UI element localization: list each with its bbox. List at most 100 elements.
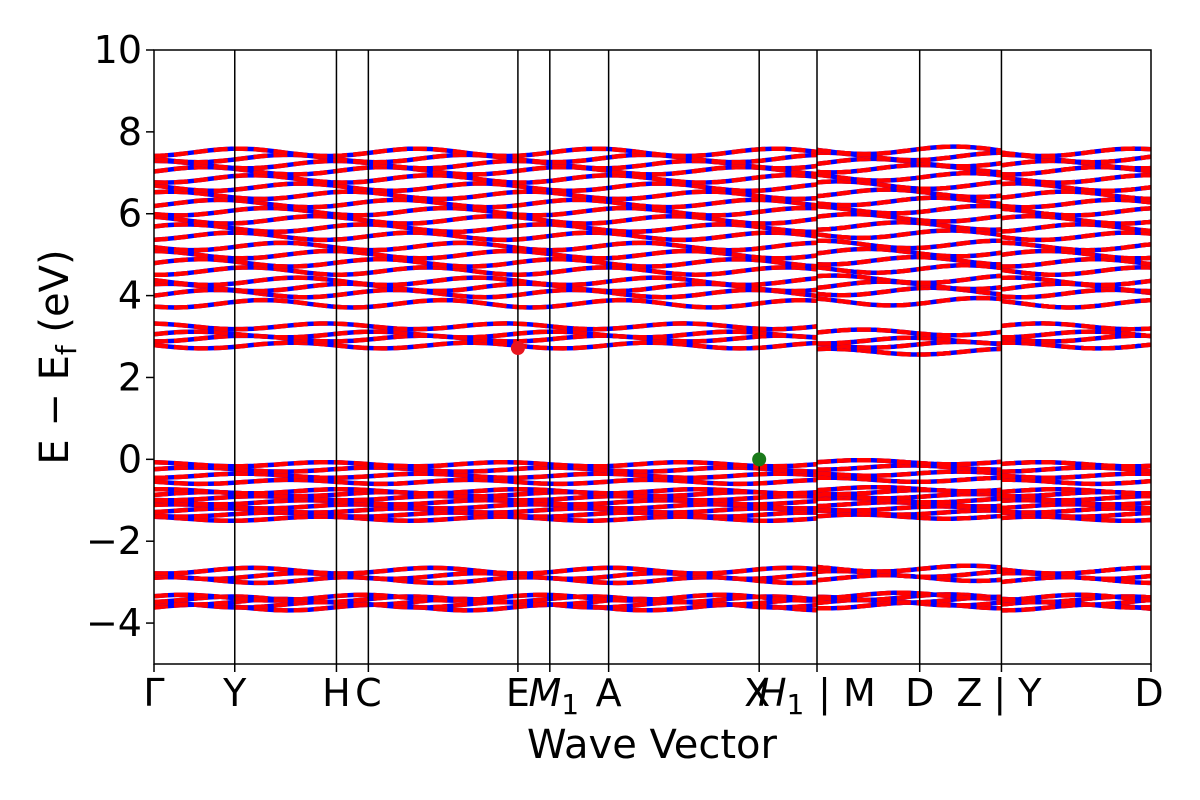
band-line-spin-down xyxy=(154,471,818,481)
plot-frame xyxy=(153,49,1152,665)
band-line-spin-down xyxy=(154,465,818,474)
band-line-spin-down xyxy=(154,459,818,469)
band-line-spin-down xyxy=(1001,471,1151,481)
band-line-spin-down xyxy=(816,327,1002,338)
y-tick-label: 10 xyxy=(94,28,142,72)
cbm-marker xyxy=(510,340,525,355)
band-line-spin-down xyxy=(154,248,818,261)
band-line-spin-down xyxy=(1001,514,1151,523)
band-line-spin-down xyxy=(816,563,1002,574)
vbm-marker xyxy=(752,452,767,467)
band-line-spin-down xyxy=(816,295,1002,308)
band-line-spin-down xyxy=(1001,281,1151,294)
band-line-spin-down xyxy=(816,211,1002,224)
x-axis-title: Wave Vector xyxy=(527,722,778,768)
band-line-spin-down xyxy=(154,146,818,159)
band-line-spin-down xyxy=(1001,565,1151,576)
high-symmetry-lines xyxy=(234,50,1003,664)
band-line-spin-down xyxy=(154,230,818,243)
k-point-label: Γ xyxy=(143,671,164,715)
band-line-spin-down xyxy=(154,281,818,294)
band-line-spin-down xyxy=(154,222,817,234)
band-line-spin-down xyxy=(154,164,818,177)
band-line-spin-down xyxy=(816,469,1002,478)
band-line-spin-down xyxy=(816,475,1002,485)
y-tick-label: 4 xyxy=(118,274,142,318)
band-line-spin-down xyxy=(816,463,1002,472)
y-axis-title-main: E − E xyxy=(32,355,78,465)
band-line-spin-down xyxy=(154,486,818,496)
band-line-spin-down xyxy=(816,512,1002,521)
y-axis-ticks: −4 −2 0 2 4 6 8 10 xyxy=(86,28,154,645)
band-line-spin-down xyxy=(1001,240,1151,253)
band-line-spin-down xyxy=(816,170,1002,183)
band-line-spin-down xyxy=(1001,465,1151,474)
band-line-spin-down xyxy=(1001,275,1151,288)
band-line-spin-down xyxy=(816,339,1002,350)
band-line-spin-down xyxy=(1001,213,1151,226)
band-line-spin-down xyxy=(154,189,818,202)
band-line-spin-down xyxy=(816,484,1002,494)
k-point-label: D xyxy=(905,671,934,715)
band-line-spin-down xyxy=(816,592,1002,603)
band-line-spin-down xyxy=(817,335,1002,346)
y-tick-label: 8 xyxy=(118,110,142,154)
band-line-spin-down xyxy=(1001,181,1151,194)
k-point-label: Y xyxy=(222,671,247,715)
y-axis-title: E − Ef (eV) xyxy=(32,249,83,464)
band-line-spin-down xyxy=(816,457,1002,467)
band-line-spin-down xyxy=(816,254,1002,267)
band-line-spin-down xyxy=(1001,256,1151,269)
band-line-spin-down xyxy=(1001,340,1151,351)
band-line-spin-down xyxy=(154,329,818,340)
band-line-spin-down xyxy=(154,565,818,576)
band-line-spin-down xyxy=(154,205,818,218)
band-line-spin-down xyxy=(154,340,818,351)
band-line-spin-down xyxy=(1001,477,1151,487)
band-line-spin-down xyxy=(1001,189,1151,202)
band-line-spin-down xyxy=(154,275,818,288)
band-line-spin-down xyxy=(816,346,1002,357)
band-line-spin-down xyxy=(1001,146,1151,159)
band-line-spin-down xyxy=(816,179,1002,192)
y-tick-label: 0 xyxy=(118,437,142,481)
band-line-spin-down xyxy=(154,158,818,171)
y-tick-label: 6 xyxy=(118,192,142,236)
k-point-label: M1 xyxy=(528,671,579,721)
band-line-spin-down xyxy=(1001,222,1151,234)
band-line-spin-down xyxy=(816,263,1002,275)
y-axis-title-sub: f xyxy=(50,344,83,355)
band-line-spin-down xyxy=(1001,321,1151,332)
band-line-spin-down xyxy=(154,594,818,605)
k-point-label: X xyxy=(744,671,770,715)
band-line-spin-down xyxy=(816,144,1002,157)
band-line-spin-down xyxy=(154,173,818,185)
band-line-spin-down xyxy=(1001,158,1151,171)
band-line-spin-down xyxy=(1001,574,1151,586)
band-line-spin-down xyxy=(154,321,818,332)
band-line-spin-down xyxy=(154,240,818,253)
k-point-label: C xyxy=(355,671,382,715)
k-point-label: E xyxy=(506,671,530,715)
band-line-spin-down xyxy=(816,238,1002,251)
band-line-spin-down xyxy=(154,265,818,277)
band-line-spin-down xyxy=(1001,297,1151,310)
band-line-spin-down xyxy=(154,256,818,269)
band-line-spin-down xyxy=(154,287,818,300)
band-line-spin-down xyxy=(816,195,1002,208)
band-line-spin-down xyxy=(154,477,818,487)
k-point-label: D xyxy=(1134,671,1163,715)
band-line-spin-down xyxy=(1001,592,1151,603)
band-line-spin-down xyxy=(1001,230,1151,243)
band-line-spin-down xyxy=(1001,265,1151,277)
band-line-spin-down xyxy=(1001,486,1151,496)
k-point-label: | M xyxy=(818,671,876,716)
band-line-spin-down xyxy=(1001,173,1151,185)
band-edge-markers xyxy=(510,340,767,467)
band-line-spin-down xyxy=(154,297,818,310)
band-line-spin-down xyxy=(154,213,818,226)
k-point-label: | Y xyxy=(993,671,1042,716)
band-line-spin-down xyxy=(154,197,818,210)
